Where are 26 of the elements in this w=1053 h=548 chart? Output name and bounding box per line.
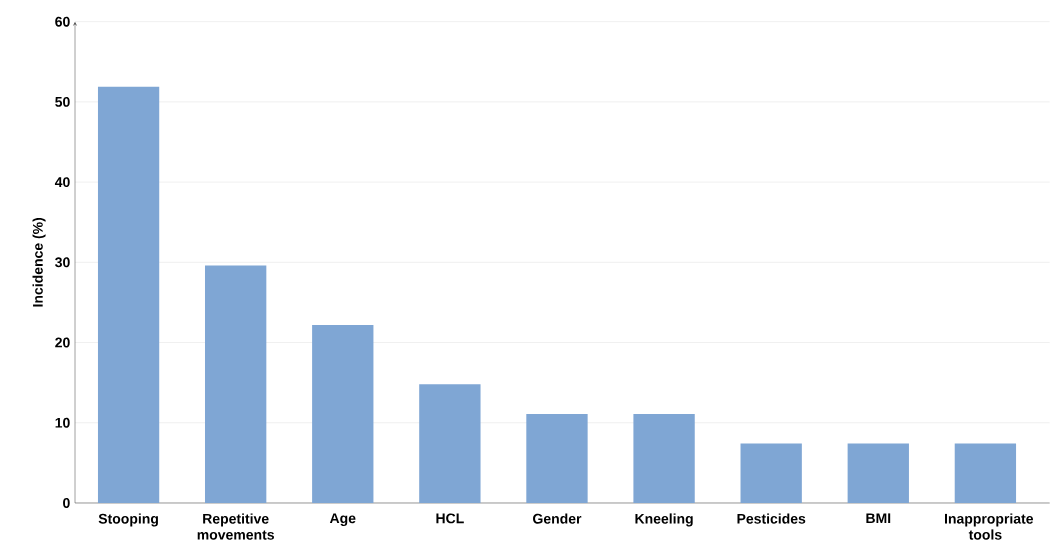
bar xyxy=(526,413,588,503)
y-tick-label: 60 xyxy=(55,16,70,27)
bar xyxy=(97,86,160,503)
x-tick-label: Repetitive movements xyxy=(197,513,274,540)
x-tick-label: Stooping xyxy=(98,513,158,527)
x-tick-label: Pesticides xyxy=(737,513,806,524)
x-tick-label: Kneeling xyxy=(635,513,693,527)
y-tick-label: 10 xyxy=(55,417,70,428)
x-tick-label: HCL xyxy=(436,513,464,524)
x-tick-label: BMI xyxy=(866,513,891,524)
bar xyxy=(633,413,695,503)
x-tick-label: Age xyxy=(329,513,356,526)
bar xyxy=(419,384,481,503)
x-tick-label: Gender xyxy=(533,513,582,524)
bar xyxy=(847,443,909,503)
bar xyxy=(740,443,802,503)
y-tick-label: 20 xyxy=(55,337,70,348)
bar xyxy=(205,265,267,503)
y-tick-label: 40 xyxy=(54,177,70,188)
bar xyxy=(954,443,1017,503)
y-tick-label: 30 xyxy=(55,257,70,268)
y-tick-label: 0 xyxy=(63,498,70,508)
x-tick-label: Inappropriate tools xyxy=(945,513,1034,540)
y-axis-title: Incidence (%) xyxy=(32,217,46,307)
y-tick-label: 50 xyxy=(55,96,70,107)
bar xyxy=(312,324,374,503)
